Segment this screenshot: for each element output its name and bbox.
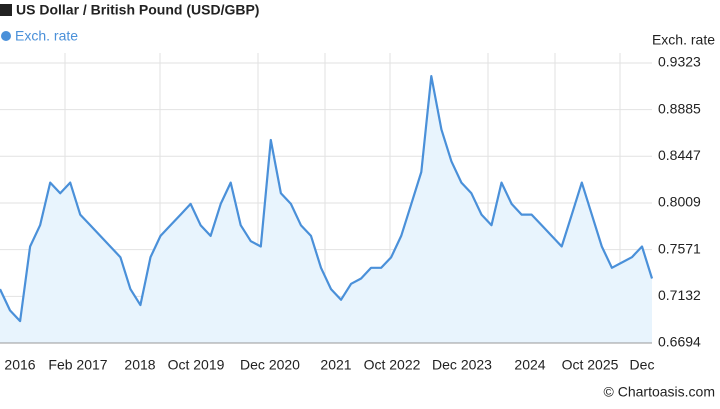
x-tick-label: 2016 xyxy=(4,357,35,373)
y-tick-label: 0.9323 xyxy=(658,54,701,70)
chart-title: US Dollar / British Pound (USD/GBP) xyxy=(16,2,259,18)
x-tick-label: Dec 2023 xyxy=(432,357,492,373)
area xyxy=(0,76,652,343)
x-tick-label: Oct 2019 xyxy=(168,357,225,373)
y-tick-label: 0.8009 xyxy=(658,194,701,210)
y-axis-title: Exch. rate xyxy=(652,32,715,48)
credit: © Chartoasis.com xyxy=(604,384,715,400)
x-tick-label: Feb 2017 xyxy=(48,357,107,373)
y-tick-label: 0.8447 xyxy=(658,147,701,163)
y-tick-label: 0.7132 xyxy=(658,287,701,303)
x-tick-label: 2018 xyxy=(124,357,155,373)
y-tick-label: 0.7571 xyxy=(658,240,701,256)
legend-label: Exch. rate xyxy=(15,28,78,44)
y-tick-label: 0.8885 xyxy=(658,100,701,116)
legend-marker xyxy=(1,31,11,41)
y-tick-label: 0.6694 xyxy=(658,334,701,350)
x-tick-label: Dec xyxy=(630,357,655,373)
line xyxy=(0,75,654,323)
x-tick-label: 2021 xyxy=(320,357,351,373)
x-tick-label: 2024 xyxy=(514,357,545,373)
x-tick-label: Oct 2025 xyxy=(562,357,619,373)
x-tick-label: Oct 2022 xyxy=(364,357,421,373)
title-icon xyxy=(0,4,12,16)
x-tick-label: Dec 2020 xyxy=(240,357,300,373)
